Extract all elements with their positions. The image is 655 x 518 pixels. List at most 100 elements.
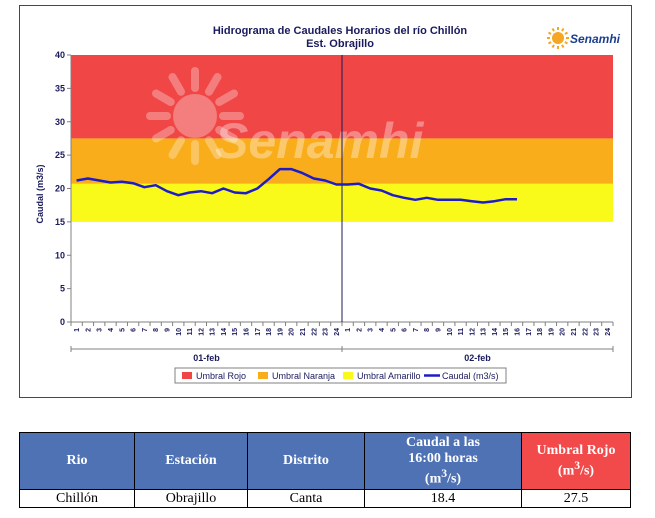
hydrograph-chart: Hidrograma de Caudales Horarios del río … (19, 5, 632, 398)
senamhi-watermark: Senamhi (146, 67, 425, 169)
sun-ray (547, 41, 552, 45)
x-tick-label: 1 (74, 328, 81, 332)
sun-icon (552, 32, 564, 44)
y-tick-label: 35 (55, 83, 65, 93)
table-header-row: Rio Estación Distrito Caudal a las 16:00 … (19, 432, 631, 490)
sun-ray (564, 41, 569, 45)
x-tick-label: 5 (390, 328, 397, 332)
y-tick-label: 15 (55, 217, 65, 227)
x-tick-label: 18 (537, 328, 544, 336)
sun-ray (561, 44, 565, 49)
cell-rio: Chillón (19, 489, 135, 508)
y-tick-label: 0 (60, 317, 65, 327)
senamhi-logo: Senamhi (547, 27, 621, 49)
header-caudal: Caudal a las 16:00 horas (m3/s) (364, 432, 522, 490)
watermark-ray (168, 136, 185, 159)
x-tick-label: 3 (368, 328, 375, 332)
legend-box (174, 367, 507, 384)
header-estacion: Estación (134, 432, 248, 490)
x-tick-label: 21 (300, 328, 307, 336)
y-tick-label: 10 (55, 250, 65, 260)
x-tick-label: 3 (97, 328, 104, 332)
watermark-sun (173, 94, 217, 138)
legend-label: Caudal (m3/s) (442, 371, 499, 381)
sun-ray (564, 31, 569, 35)
legend-swatch (343, 372, 353, 379)
header-umbral-rojo: Umbral Rojo (m3/s) (521, 432, 631, 490)
x-tick-label: 8 (424, 328, 431, 332)
y-tick-label: 30 (55, 117, 65, 127)
day-label: 01-feb (193, 353, 220, 363)
x-tick-label: 6 (131, 328, 138, 332)
x-tick-label: 7 (413, 328, 420, 332)
y-tick-label: 40 (55, 50, 65, 60)
x-tick-label: 16 (515, 328, 522, 336)
x-tick-label: 2 (356, 328, 363, 332)
legend-swatch (182, 372, 192, 379)
header-rio: Rio (19, 432, 135, 490)
watermark-ray (205, 136, 222, 159)
x-tick-label: 17 (255, 328, 262, 336)
sun-ray (551, 27, 555, 32)
x-tick-label: 12 (469, 328, 476, 336)
x-tick-label: 24 (334, 328, 341, 336)
x-tick-label: 22 (311, 328, 318, 336)
watermark-text: Senamhi (215, 113, 425, 169)
watermark-ray (215, 126, 238, 143)
x-tick-label: 20 (289, 328, 296, 336)
legend-label: Umbral Naranja (272, 371, 335, 381)
watermark-ray (152, 126, 175, 143)
x-tick-label: 16 (244, 328, 251, 336)
chart-title: Hidrograma de Caudales Horarios del río … (213, 25, 468, 37)
cell-umbral-rojo: 27.5 (521, 489, 631, 508)
x-tick-label: 23 (323, 328, 330, 336)
legend-label: Umbral Amarillo (357, 371, 421, 381)
x-tick-label: 9 (435, 328, 442, 332)
x-tick-label: 6 (402, 328, 409, 332)
x-tick-label: 11 (458, 328, 465, 336)
x-tick-label: 15 (232, 328, 239, 336)
header-distrito: Distrito (247, 432, 365, 490)
x-tick-label: 4 (379, 328, 386, 332)
x-tick-label: 23 (594, 328, 601, 336)
chart-subtitle: Est. Obrajillo (306, 38, 374, 50)
logo-text: Senamhi (570, 32, 621, 46)
table-row: Chillón Obrajillo Canta 18.4 27.5 (19, 489, 631, 508)
x-tick-label: 20 (560, 328, 567, 336)
watermark-ray (205, 73, 222, 96)
x-tick-label: 19 (277, 328, 284, 336)
chart-svg: Hidrograma de Caudales Horarios del río … (35, 25, 621, 384)
x-tick-label: 13 (210, 328, 217, 336)
legend-swatch (258, 372, 268, 379)
y-tick-label: 25 (55, 150, 65, 160)
cell-distrito: Canta (247, 489, 365, 508)
sun-ray (547, 31, 552, 35)
watermark-ray (168, 73, 185, 96)
x-tick-label: 21 (571, 328, 578, 336)
x-tick-label: 13 (481, 328, 488, 336)
cell-estacion: Obrajillo (134, 489, 248, 508)
chart-legend: Umbral Rojo Umbral Naranja Umbral Amarillo… (174, 367, 507, 384)
x-tick-label: 12 (198, 328, 205, 336)
watermark-ray (215, 89, 238, 106)
x-tick-label: 8 (153, 328, 160, 332)
x-tick-label: 10 (176, 328, 183, 336)
x-tick-label: 5 (119, 328, 126, 332)
x-tick-label: 22 (582, 328, 589, 336)
x-tick-label: 9 (164, 328, 171, 332)
day-label: 02-feb (464, 353, 491, 363)
x-tick-label: 11 (187, 328, 194, 336)
x-tick-label: 17 (526, 328, 533, 336)
x-tick-label: 15 (503, 328, 510, 336)
x-tick-label: 14 (492, 328, 499, 336)
y-tick-label: 20 (55, 184, 65, 194)
sun-rays-icon (547, 27, 569, 49)
x-tick-label: 14 (221, 328, 228, 336)
y-tick-label: 5 (60, 284, 65, 294)
sun-ray (551, 44, 555, 49)
series-caudal-line (76, 167, 517, 204)
x-tick-label: 10 (447, 328, 454, 336)
x-tick-label: 4 (108, 328, 115, 332)
x-tick-label: 18 (266, 328, 273, 336)
watermark-ray (152, 89, 175, 106)
